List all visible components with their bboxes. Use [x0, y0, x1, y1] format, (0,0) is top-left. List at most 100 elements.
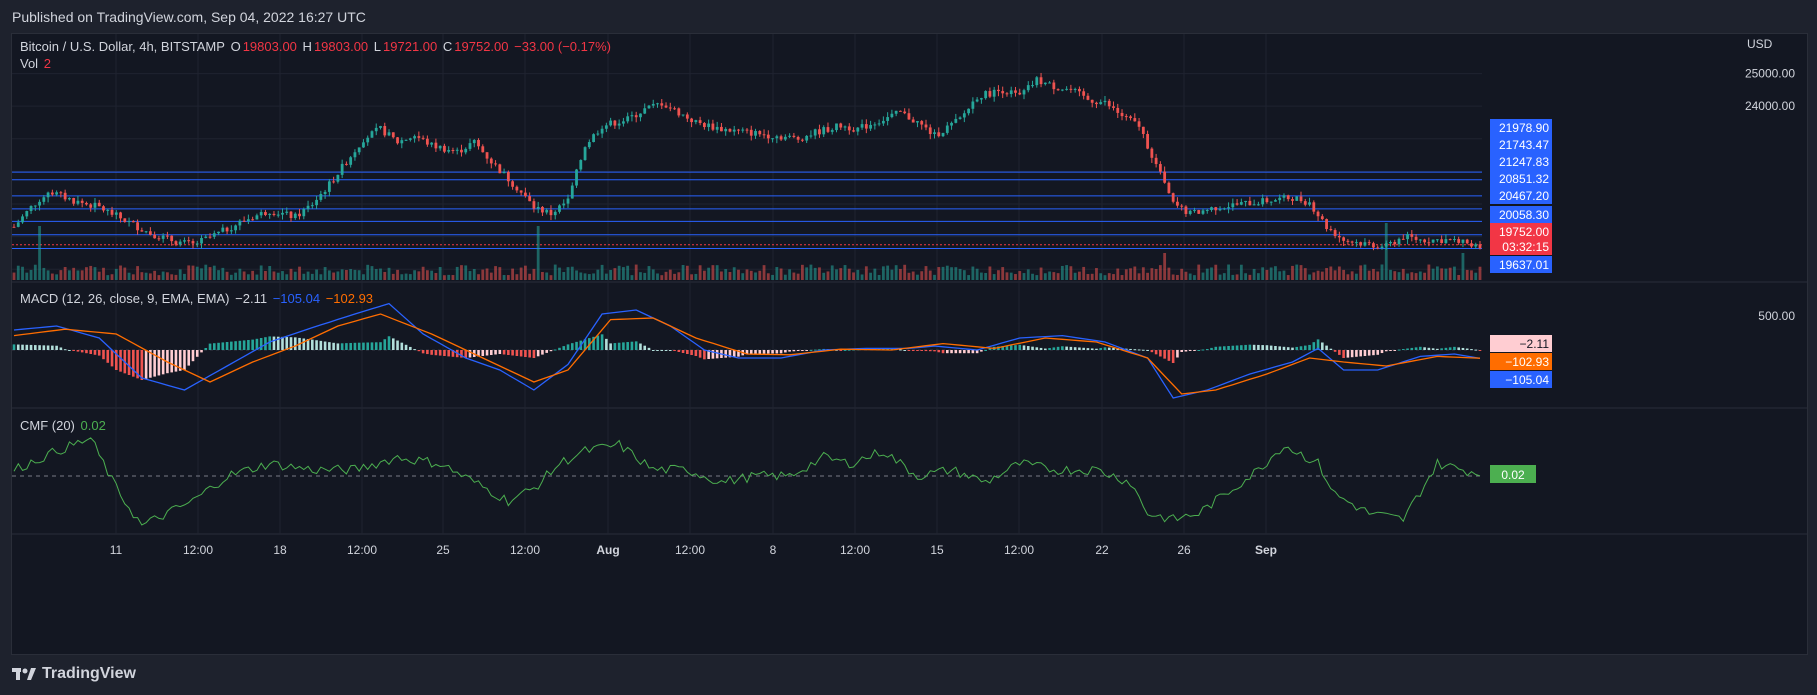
volume-bar: [864, 266, 868, 280]
candle-body: [366, 137, 370, 143]
candle-body: [1470, 243, 1473, 247]
volume-bar: [911, 271, 915, 280]
candle-body: [681, 114, 685, 116]
macd-histogram-bar: [984, 350, 987, 351]
candle-body: [1043, 82, 1047, 85]
macd-histogram-bar: [1325, 345, 1328, 350]
candle-body: [1124, 116, 1128, 118]
volume-bar: [506, 275, 510, 280]
price-level-tag-label: 20851.32: [1499, 172, 1549, 186]
volume-bar: [881, 266, 885, 280]
candle-body: [1095, 102, 1098, 105]
time-axis-tick: 12:00: [183, 543, 213, 557]
macd-histogram-bar: [737, 350, 740, 357]
macd-histogram-bar: [417, 350, 421, 352]
volume-bar: [1048, 271, 1051, 280]
volume-bar: [583, 273, 587, 280]
volume-bar: [370, 266, 374, 280]
candle-body: [50, 192, 54, 195]
candle-body: [1239, 202, 1243, 205]
candle-body: [327, 181, 331, 192]
volume-label[interactable]: Vol: [20, 56, 39, 71]
macd-histogram-bar: [703, 350, 706, 360]
macd-histogram-bar: [413, 349, 416, 351]
volume-bar: [80, 270, 84, 280]
macd-histogram-bar: [899, 349, 902, 351]
macd-histogram-bar: [511, 350, 514, 356]
candle-body: [161, 235, 165, 239]
price-level-tag-label: 21247.83: [1499, 155, 1549, 169]
volume-bar: [1355, 273, 1358, 280]
macd-histogram-bar: [1001, 346, 1004, 350]
volume-bar: [805, 267, 809, 280]
candle-body: [229, 230, 233, 232]
macd-histogram-bar: [357, 342, 361, 350]
volume-bar: [42, 267, 46, 280]
macd-histogram-bar: [1470, 349, 1473, 351]
macd-histogram-bar: [55, 345, 58, 350]
volume-bar: [21, 266, 24, 280]
volume-bar: [1474, 272, 1478, 280]
candle-body: [809, 135, 813, 137]
macd-histogram-bar: [1397, 349, 1401, 351]
candle-body: [1337, 235, 1341, 238]
macd-histogram-bar: [1278, 346, 1282, 350]
macd-histogram-bar: [1384, 350, 1388, 352]
tradingview-logo[interactable]: TradingView: [12, 665, 136, 683]
macd-histogram-bar: [1431, 348, 1435, 350]
candle-body: [549, 210, 553, 216]
symbol-label[interactable]: Bitcoin / U.S. Dollar, 4h, BITSTAMP: [20, 39, 225, 54]
volume-bar: [720, 271, 723, 280]
candle-body: [178, 241, 182, 245]
volume-bar: [1112, 274, 1115, 280]
macd-value-tag-label: −102.93: [1505, 355, 1549, 369]
volume-bar: [417, 271, 421, 280]
macd-histogram-bar: [1099, 348, 1103, 350]
candle-body: [425, 138, 429, 145]
macd-histogram-bar: [144, 350, 148, 379]
chart-canvas[interactable]: USD 25000.00 24000.00 21978.90 21743.47 21247…: [12, 34, 1807, 654]
volume-bar: [979, 272, 983, 280]
volume-bar: [1103, 275, 1107, 280]
main-legend: Bitcoin / U.S. Dollar, 4h, BITSTAMP O 198…: [20, 39, 613, 54]
macd-histogram-bar: [890, 348, 894, 350]
macd-label[interactable]: MACD (12, 26, close, 9, EMA, EMA): [20, 291, 230, 306]
candle-body: [319, 194, 323, 200]
macd-histogram-bar: [549, 350, 553, 352]
volume-bar: [899, 268, 902, 280]
chart-frame[interactable]: USD 25000.00 24000.00 21978.90 21743.47 21247…: [11, 33, 1808, 655]
volume-bar: [745, 269, 749, 280]
candle-body: [1069, 88, 1073, 90]
macd-histogram-bar: [1240, 345, 1243, 350]
macd-histogram-bar: [498, 350, 502, 354]
time-axis-tick: 12:00: [347, 543, 377, 557]
volume-bar: [1329, 266, 1333, 280]
published-header: Published on TradingView.com, Sep 04, 20…: [12, 9, 366, 25]
candle-body: [1009, 90, 1013, 95]
candle-body: [928, 127, 932, 135]
macd-histogram-bar: [1150, 350, 1154, 353]
macd-value-tag: [1490, 353, 1552, 370]
macd-histogram-bar: [1367, 350, 1371, 356]
cmf-label[interactable]: CMF (20): [20, 418, 75, 433]
volume-bar: [276, 272, 280, 280]
candle-body: [1478, 244, 1482, 249]
candle-body: [1457, 239, 1461, 243]
macd-histogram-bar: [1444, 347, 1448, 350]
candle-body: [754, 131, 757, 136]
time-axis-tick: 18: [273, 543, 287, 557]
volume-bar: [1056, 273, 1060, 280]
candle-body: [119, 212, 122, 219]
candle-body: [285, 211, 289, 213]
candle-body: [852, 130, 855, 132]
candle-body: [1227, 207, 1230, 209]
macd-histogram-bar: [140, 350, 144, 380]
volume-bar: [1078, 271, 1081, 280]
volume-bar: [762, 265, 766, 280]
macd-histogram-bar: [1090, 348, 1094, 350]
candle-body: [1018, 92, 1022, 95]
macd-histogram-bar: [1078, 347, 1081, 350]
candle-body: [979, 98, 983, 100]
candle-body: [268, 213, 272, 215]
candle-body: [16, 222, 20, 227]
